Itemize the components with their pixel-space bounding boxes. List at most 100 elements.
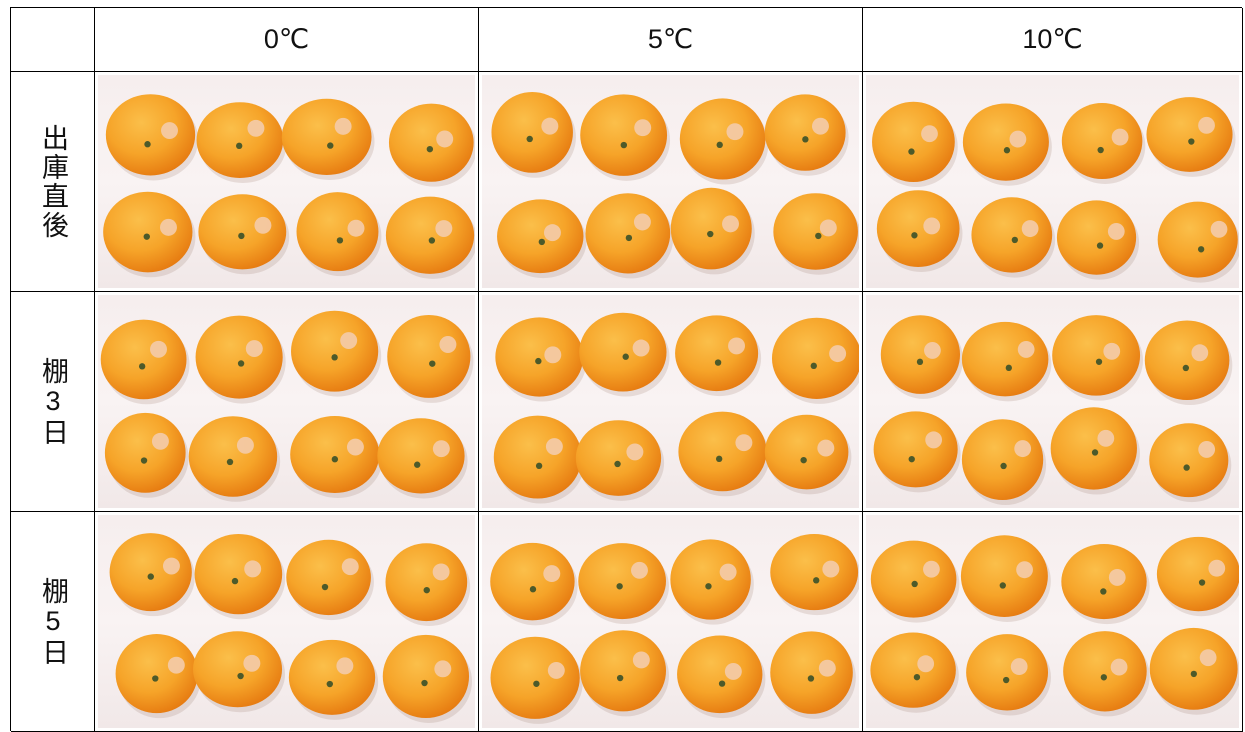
fruit-photo	[866, 515, 1239, 728]
row-label-cell: 出庫直後	[11, 72, 95, 292]
orange-fruit-icon	[580, 630, 669, 716]
orange-fruit-icon	[874, 411, 961, 492]
orange-fruit-icon	[491, 92, 575, 178]
orange-fruit-icon	[103, 192, 195, 278]
orange-fruit-icon	[389, 104, 475, 187]
orange-fruit-icon	[772, 318, 859, 404]
orange-fruit-icon	[1157, 537, 1239, 616]
row-label: 棚5日	[39, 577, 66, 667]
fruit-photo	[482, 75, 859, 288]
photo-cell	[95, 292, 479, 512]
orange-fruit-icon	[106, 94, 198, 180]
orange-fruit-icon	[961, 535, 1051, 622]
orange-fruit-icon	[1149, 423, 1231, 502]
orange-fruit-icon	[966, 634, 1051, 715]
orange-fruit-icon	[578, 543, 669, 624]
orange-fruit-icon	[765, 415, 852, 495]
orange-fruit-icon	[963, 103, 1052, 185]
orange-fruit-icon	[678, 412, 769, 497]
column-header-0c: 0℃	[95, 8, 479, 72]
photo-cell	[479, 292, 863, 512]
fruit-photo	[98, 295, 475, 508]
fruit-tray-graphic	[98, 295, 475, 508]
orange-fruit-icon	[282, 99, 375, 180]
orange-fruit-icon	[585, 193, 673, 278]
orange-fruit-icon	[580, 94, 670, 180]
photo-cell	[95, 512, 479, 732]
photo-cell	[863, 292, 1243, 512]
orange-fruit-icon	[286, 540, 374, 620]
fruit-photo	[866, 75, 1239, 288]
orange-fruit-icon	[1063, 631, 1149, 716]
orange-fruit-icon	[490, 543, 577, 626]
orange-fruit-icon	[297, 192, 382, 276]
orange-fruit-icon	[291, 311, 381, 397]
column-header-10c: 10℃	[863, 8, 1243, 72]
orange-fruit-icon	[971, 197, 1055, 277]
orange-fruit-icon	[1062, 103, 1146, 184]
orange-fruit-icon	[677, 635, 765, 718]
orange-fruit-icon	[675, 315, 761, 396]
orange-fruit-icon	[579, 313, 669, 397]
orange-fruit-icon	[289, 640, 378, 720]
orange-fruit-icon	[870, 633, 958, 713]
corner-cell	[11, 8, 95, 72]
orange-fruit-icon	[962, 322, 1051, 401]
orange-fruit-icon	[671, 188, 755, 275]
fruit-tray-graphic	[482, 515, 859, 728]
photo-cell	[863, 512, 1243, 732]
orange-fruit-icon	[198, 194, 289, 274]
fruit-tray-graphic	[866, 515, 1239, 728]
orange-fruit-icon	[386, 543, 471, 626]
row-label-cell: 棚3日	[11, 292, 95, 512]
orange-fruit-icon	[670, 539, 753, 624]
orange-fruit-icon	[195, 534, 286, 619]
orange-fruit-icon	[110, 533, 195, 616]
orange-fruit-icon	[770, 631, 856, 718]
orange-fruit-icon	[495, 317, 586, 401]
fruit-photo	[482, 295, 859, 508]
orange-fruit-icon	[386, 197, 475, 279]
orange-fruit-icon	[1051, 407, 1140, 494]
row-label: 出庫直後	[39, 124, 66, 240]
orange-fruit-icon	[871, 541, 960, 623]
orange-fruit-icon	[497, 199, 586, 278]
orange-fruit-icon	[1061, 544, 1149, 624]
orange-fruit-icon	[290, 416, 382, 498]
orange-fruit-icon	[1052, 315, 1143, 401]
fruit-tray-graphic	[866, 295, 1239, 508]
fruit-photo	[98, 515, 475, 728]
fruit-tray-graphic	[866, 75, 1239, 288]
fruit-tray-graphic	[98, 75, 475, 288]
orange-fruit-icon	[197, 102, 287, 183]
orange-fruit-icon	[770, 534, 859, 615]
orange-fruit-icon	[1057, 200, 1139, 279]
orange-fruit-icon	[773, 193, 859, 275]
comparison-table: 0℃ 5℃ 10℃ 出庫直後 棚3日 棚5日	[10, 7, 1242, 731]
column-header-5c: 5℃	[479, 8, 863, 72]
photo-cell	[863, 72, 1243, 292]
orange-fruit-icon	[116, 634, 201, 718]
row-label-cell: 棚5日	[11, 512, 95, 732]
photo-cell	[479, 72, 863, 292]
photo-cell	[479, 512, 863, 732]
orange-fruit-icon	[1150, 628, 1239, 715]
orange-fruit-icon	[105, 413, 189, 498]
orange-fruit-icon	[101, 320, 190, 405]
orange-fruit-icon	[1146, 97, 1235, 177]
orange-fruit-icon	[576, 420, 664, 501]
row-label: 棚3日	[39, 357, 66, 447]
orange-fruit-icon	[962, 419, 1046, 505]
orange-fruit-icon	[765, 94, 849, 175]
fruit-tray-graphic	[98, 515, 475, 728]
fruit-photo	[866, 295, 1239, 508]
orange-fruit-icon	[494, 416, 585, 504]
fruit-tray-graphic	[482, 75, 859, 288]
orange-fruit-icon	[196, 316, 286, 404]
fruit-tray-graphic	[482, 295, 859, 508]
orange-fruit-icon	[193, 631, 285, 712]
orange-fruit-icon	[377, 418, 467, 498]
orange-fruit-icon	[881, 315, 963, 399]
orange-fruit-icon	[383, 635, 472, 723]
orange-fruit-icon	[872, 102, 958, 187]
